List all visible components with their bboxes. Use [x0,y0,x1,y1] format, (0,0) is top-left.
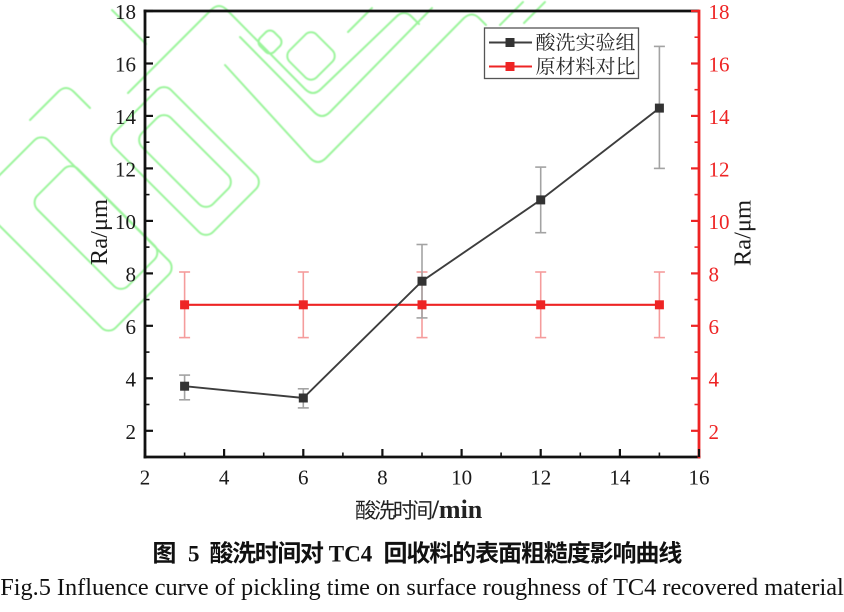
svg-text:12: 12 [530,466,551,490]
svg-text:4: 4 [126,368,137,392]
svg-text:10: 10 [709,210,730,234]
svg-text:TC4: TC4 [329,542,373,567]
svg-text:4: 4 [709,368,720,392]
svg-text:14: 14 [609,466,631,490]
svg-text:4: 4 [219,466,230,490]
svg-text:6: 6 [126,315,137,339]
svg-text:8: 8 [126,263,137,287]
svg-text:16: 16 [115,53,136,77]
svg-text:6: 6 [298,466,309,490]
svg-text:8: 8 [377,466,388,490]
svg-text:10: 10 [451,466,472,490]
svg-text:10: 10 [115,210,136,234]
svg-text:14: 14 [115,105,137,129]
svg-text:16: 16 [689,466,710,490]
svg-text:12: 12 [709,158,730,182]
svg-text:6: 6 [709,315,720,339]
svg-text:Fig.5 Influence curve of pickl: Fig.5 Influence curve of pickling time o… [0,574,844,601]
svg-text:12: 12 [115,158,136,182]
svg-text:5: 5 [188,542,200,567]
svg-text:2: 2 [126,420,137,444]
svg-text:18: 18 [709,0,730,24]
svg-text:2: 2 [709,420,720,444]
svg-text:18: 18 [115,0,136,24]
svg-text:/min: /min [431,495,483,524]
svg-text:16: 16 [709,53,730,77]
svg-text:14: 14 [709,105,731,129]
svg-text:2: 2 [140,466,151,490]
svg-text:8: 8 [709,263,720,287]
svg-text:Ra/μm: Ra/μm [86,199,113,265]
svg-text:Ra/μm: Ra/μm [730,200,757,266]
